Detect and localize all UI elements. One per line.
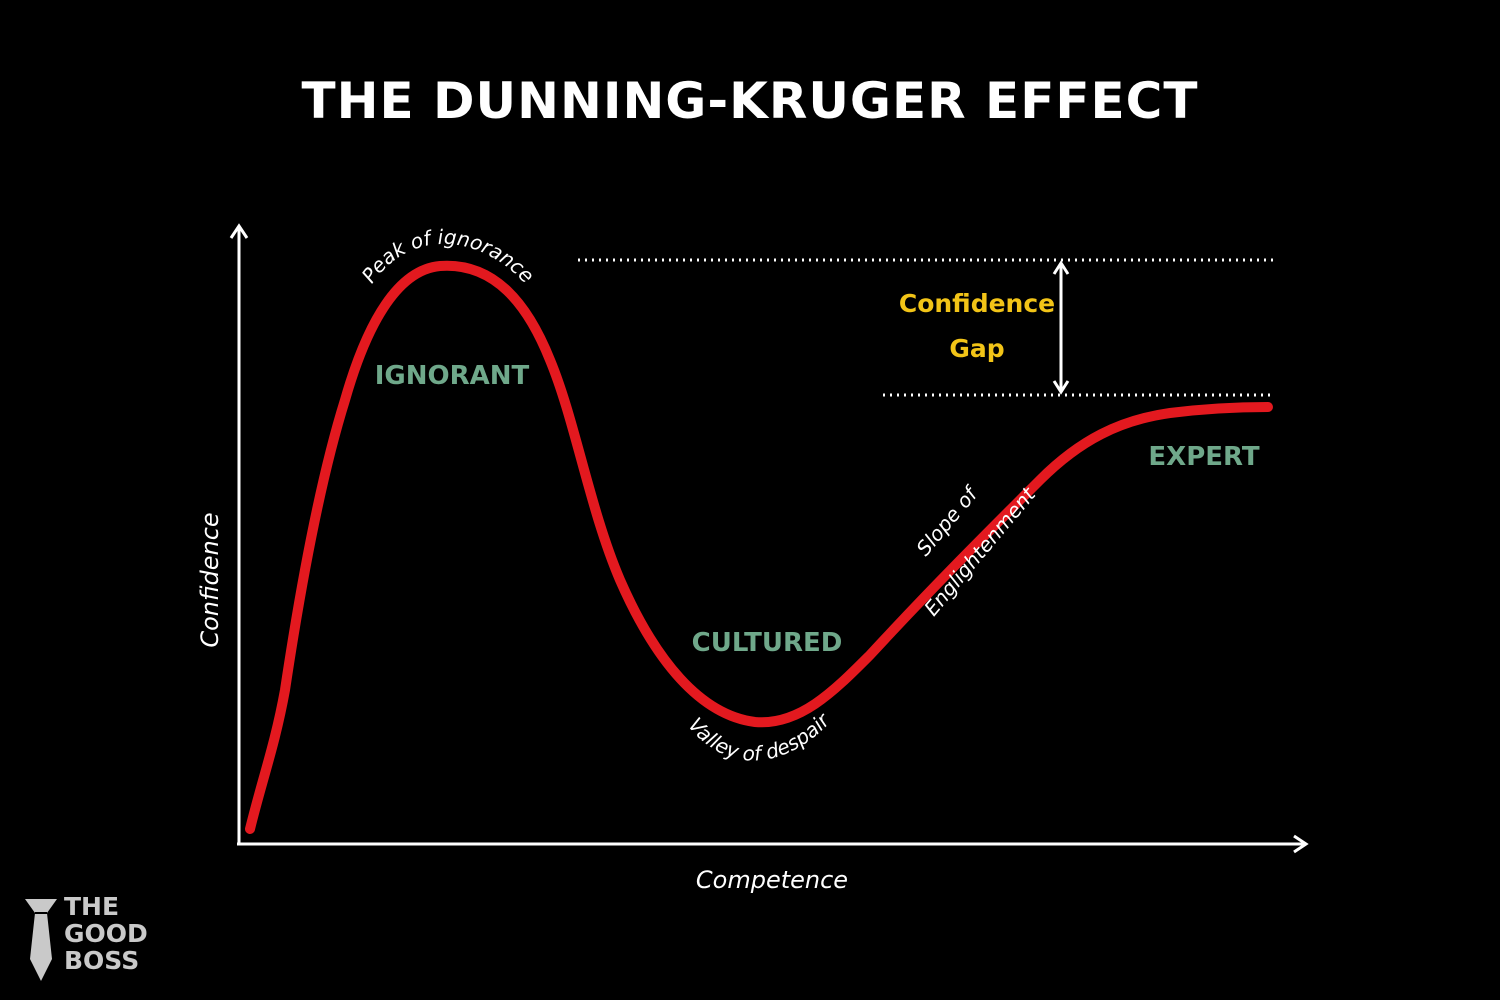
logo-text-line2: GOOD — [64, 919, 148, 948]
gap-arrow-down-icon — [1052, 380, 1070, 395]
logo-text-line1: THE — [64, 892, 120, 921]
logo-text-line3: BOSS — [64, 946, 140, 975]
stage-expert-label: EXPERT — [1148, 442, 1259, 472]
diagram-title: THE DUNNING-KRUGER EFFECT — [301, 72, 1199, 130]
peak-of-ignorance-label: Peak of ignorance — [357, 225, 540, 288]
stage-ignorant-label: IGNORANT — [375, 361, 530, 391]
stage-cultured-label: CULTURED — [692, 628, 843, 658]
the-good-boss-logo: THE GOOD BOSS — [24, 893, 164, 983]
necktie-icon — [25, 899, 57, 981]
valley-of-despair-label: Valley of despair — [684, 707, 836, 766]
x-axis-label: Competence — [696, 866, 848, 894]
y-axis-label: Confidence — [196, 512, 224, 647]
confidence-gap-label-line1: Confidence — [899, 289, 1055, 318]
y-axis-arrow-icon — [229, 223, 249, 239]
dunning-kruger-curve — [245, 260, 1273, 834]
gap-arrow-up-icon — [1052, 260, 1070, 275]
x-axis-arrow-icon — [1293, 834, 1309, 854]
confidence-gap-label-line2: Gap — [949, 334, 1004, 363]
